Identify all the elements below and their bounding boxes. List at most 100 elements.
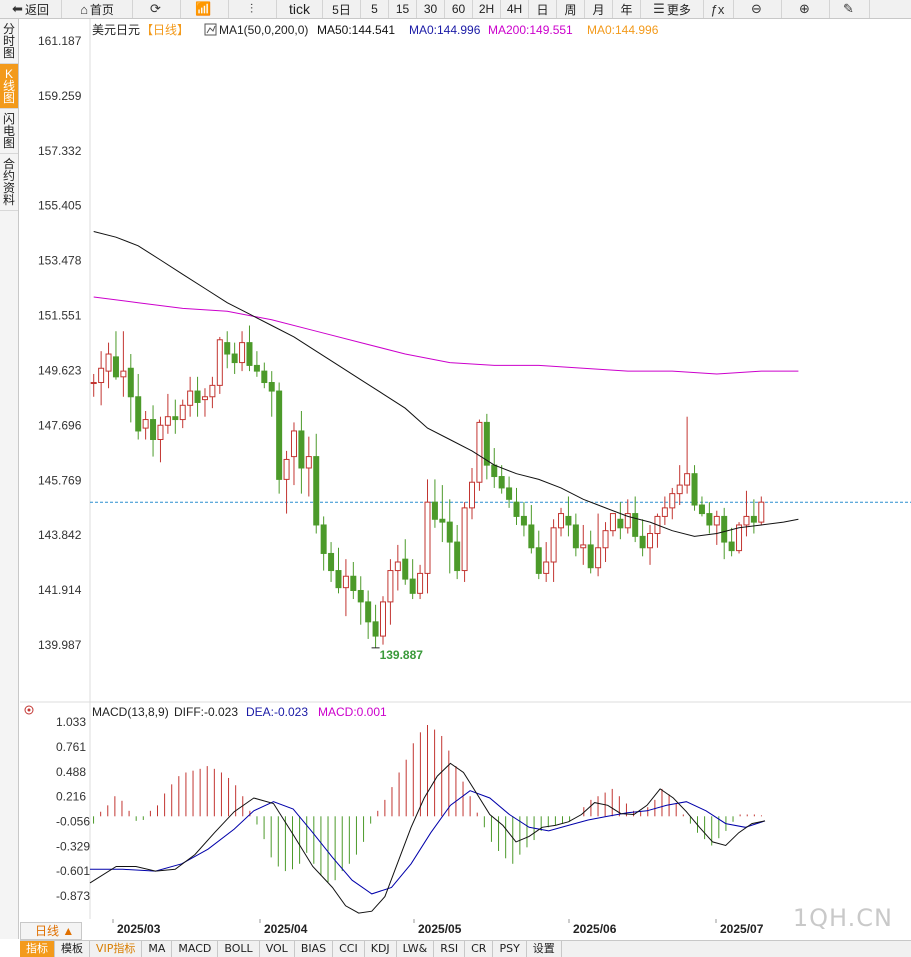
tab-lwr[interactable]: LW& xyxy=(397,941,435,957)
candle-down xyxy=(335,570,342,589)
back-label: 返回 xyxy=(24,2,49,17)
5day-button[interactable]: 5日 xyxy=(323,0,361,18)
tab-settings[interactable]: 设置 xyxy=(527,941,562,957)
tab-boll[interactable]: BOLL xyxy=(218,941,260,957)
symbol-title: 美元日元 xyxy=(92,23,140,37)
candle-down xyxy=(520,515,527,526)
candle-down xyxy=(506,487,513,500)
period-day-button[interactable]: 日 xyxy=(529,0,557,18)
candle-up xyxy=(179,404,186,421)
candle-up xyxy=(602,530,609,549)
candle-down xyxy=(483,421,490,466)
date-tick-label: 2025/03 xyxy=(117,922,161,936)
candle-down xyxy=(698,504,705,515)
home-label: 首页 xyxy=(89,2,114,17)
tick-label: tick xyxy=(289,1,310,17)
tab-templates[interactable]: 模板 xyxy=(55,941,90,957)
chart-type-button[interactable]: 📶 xyxy=(181,0,229,18)
price-tick-label: 151.551 xyxy=(38,309,82,323)
bar-chart-icon: 📶 xyxy=(195,1,212,16)
candle-type-button[interactable]: ⫶ xyxy=(229,0,277,18)
chart-svg: 161.187 159.259 157.332 155.405 153.478 151.5… xyxy=(20,19,911,936)
tab-cr[interactable]: CR xyxy=(465,941,494,957)
period-60-button[interactable]: 60 xyxy=(445,0,473,18)
period-month-button[interactable]: 月 xyxy=(585,0,613,18)
tab-bias[interactable]: BIAS xyxy=(295,941,334,957)
sidenav-timeshare[interactable]: 分时图 xyxy=(0,19,18,64)
period-4h-button[interactable]: 4H xyxy=(501,0,529,18)
watermark: 1QH.CN xyxy=(792,904,893,932)
period-year-label: 年 xyxy=(620,2,633,17)
indicator-name: MA1(50,0,200,0) xyxy=(219,23,308,37)
candle-up xyxy=(164,416,171,426)
candle-down xyxy=(409,578,416,594)
draw-button[interactable]: ✎ xyxy=(830,0,870,18)
back-button[interactable]: ⬅ 返回 xyxy=(0,0,62,18)
candle-down xyxy=(357,589,364,603)
period-5-button[interactable]: 5 xyxy=(361,0,389,18)
candle-up xyxy=(669,493,676,509)
tab-rsi[interactable]: RSI xyxy=(434,941,466,957)
candle-up xyxy=(157,424,164,440)
zoom-out-button[interactable]: ⊖ xyxy=(734,0,782,18)
tab-macd[interactable]: MACD xyxy=(172,941,219,957)
sidenav-flash[interactable]: 闪电图 xyxy=(0,109,18,154)
candle-up xyxy=(209,384,216,398)
candle-down xyxy=(246,342,253,366)
price-tick-label: 145.769 xyxy=(38,473,82,487)
period-selector-button[interactable]: 日线 ▲ xyxy=(20,922,82,940)
refresh-button[interactable]: ⟳ xyxy=(133,0,181,18)
price-tick-label: 147.696 xyxy=(38,418,82,432)
zoom-in-button[interactable]: ⊕ xyxy=(782,0,830,18)
formula-button[interactable]: ƒx xyxy=(704,0,734,18)
macd-settings-icon xyxy=(24,705,34,715)
period-30-button[interactable]: 30 xyxy=(417,0,445,18)
period-year-button[interactable]: 年 xyxy=(613,0,641,18)
period-2h-button[interactable]: 2H xyxy=(473,0,501,18)
tab-kdj[interactable]: KDJ xyxy=(365,941,397,957)
candle-down xyxy=(224,342,231,355)
sidenav-contract[interactable]: 合约资料 xyxy=(0,154,18,211)
period-day-label: 日 xyxy=(536,2,549,17)
period-week-button[interactable]: 周 xyxy=(557,0,585,18)
candle-down xyxy=(454,541,461,572)
candle-down xyxy=(298,430,305,469)
candle-down xyxy=(572,524,579,549)
sidenav-timeshare-char: 分 xyxy=(2,22,15,36)
period-2h-label: 2H xyxy=(478,2,495,16)
period-15-label: 15 xyxy=(395,2,410,16)
chart-area: 161.187 159.259 157.332 155.405 153.478 151.5… xyxy=(20,19,911,939)
tick-button[interactable]: tick xyxy=(277,0,323,18)
indicator-line-icon xyxy=(206,25,216,34)
candle-up xyxy=(469,481,476,509)
refresh-icon: ⟳ xyxy=(150,1,161,16)
more-button[interactable]: ☰ 更多 xyxy=(641,0,704,18)
candle-up xyxy=(98,367,105,384)
candle-down xyxy=(231,353,238,364)
5day-label: 5日 xyxy=(332,2,351,17)
indicator-settings-icon xyxy=(204,23,217,36)
period-15-button[interactable]: 15 xyxy=(389,0,417,18)
candle-up xyxy=(647,533,654,549)
macd-tick-label: 0.216 xyxy=(56,790,86,804)
macd-tick-label: -0.329 xyxy=(56,839,90,853)
period-5-label: 5 xyxy=(371,2,378,16)
candle-down xyxy=(587,544,594,569)
tab-psy[interactable]: PSY xyxy=(493,941,527,957)
home-button[interactable]: ⌂ 首页 xyxy=(62,0,133,18)
period-60-label: 60 xyxy=(451,2,466,16)
tab-ma[interactable]: MA xyxy=(142,941,173,957)
candle-down xyxy=(276,390,283,480)
tab-vol[interactable]: VOL xyxy=(260,941,295,957)
tab-vip[interactable]: VIP指标 xyxy=(90,941,143,957)
candle-up xyxy=(394,561,401,572)
candle-down xyxy=(112,356,119,378)
tab-indicators[interactable]: 指标 xyxy=(20,941,55,957)
candle-up xyxy=(476,421,483,483)
tab-cci[interactable]: CCI xyxy=(333,941,365,957)
sidenav-contract-char: 合 xyxy=(2,157,15,171)
sidenav-contract-char: 料 xyxy=(2,193,15,207)
diff-line xyxy=(89,762,766,914)
candle-down xyxy=(320,524,327,554)
